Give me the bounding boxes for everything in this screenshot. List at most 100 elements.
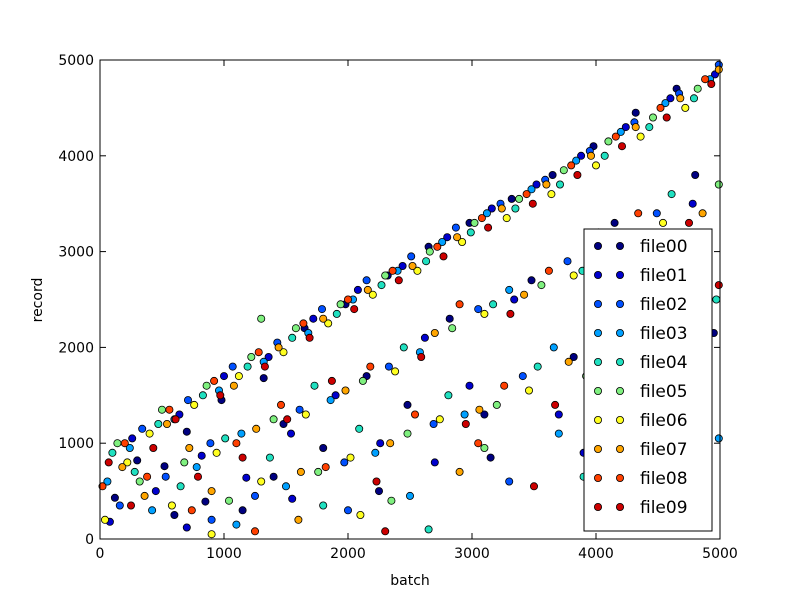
point-file05-8	[291, 324, 300, 333]
point-file01-10	[331, 391, 340, 400]
point-file00-22	[569, 352, 578, 361]
point-file09-10	[327, 376, 336, 385]
point-file01-12	[376, 439, 385, 448]
point-file04-2	[154, 419, 163, 428]
point-file04-29	[424, 525, 433, 534]
point-file09-3	[171, 415, 180, 424]
legend-marker-file08-1	[616, 473, 625, 482]
point-file01-9	[309, 314, 318, 323]
point-file02-9	[317, 305, 326, 314]
point-file04-28	[319, 501, 328, 510]
point-file08-12	[366, 362, 375, 371]
y-tick-label-2: 2000	[58, 340, 94, 356]
point-file05-27	[714, 180, 723, 189]
legend-marker-file06-1	[616, 415, 625, 424]
point-file01-4	[197, 451, 206, 460]
point-file04-7	[265, 453, 274, 462]
point-file08-8	[276, 400, 285, 409]
point-file09-18	[506, 309, 515, 318]
x-tick-label-0: 0	[96, 546, 105, 562]
point-file08-1	[120, 439, 129, 448]
point-file07-18	[520, 290, 529, 299]
point-file06-28	[207, 530, 216, 539]
point-file06-2	[145, 429, 154, 438]
point-file00-4	[201, 497, 210, 506]
point-file07-7	[274, 343, 283, 352]
legend-marker-file01-0	[594, 270, 603, 279]
point-file06-9	[301, 410, 310, 419]
point-file08-13	[388, 266, 397, 275]
point-file09-23	[618, 142, 627, 151]
point-file08-18	[500, 381, 509, 390]
point-file09-20	[551, 400, 560, 409]
point-file06-8	[279, 348, 288, 357]
point-file01-6	[242, 473, 251, 482]
point-file08-3	[165, 405, 174, 414]
point-file01-18	[510, 295, 519, 304]
point-file00-1	[133, 456, 142, 465]
point-file05-19	[537, 281, 546, 290]
point-file03-23	[616, 127, 625, 136]
point-file01-14	[420, 333, 429, 342]
point-file03-0	[103, 477, 112, 486]
point-file08-29	[474, 439, 483, 448]
point-file04-22	[600, 151, 609, 160]
point-file02-30	[505, 477, 514, 486]
point-file04-27	[712, 295, 721, 304]
point-file08-5	[210, 376, 219, 385]
point-file06-4	[190, 400, 199, 409]
point-file05-20	[559, 166, 568, 175]
point-file01-15	[443, 233, 452, 242]
point-file09-1	[127, 501, 136, 510]
point-file04-17	[489, 300, 498, 309]
point-file01-17	[487, 204, 496, 213]
point-file00-16	[445, 314, 454, 323]
point-file08-28	[250, 527, 259, 536]
point-file04-26	[690, 94, 699, 103]
point-file09-29	[530, 482, 539, 491]
point-file06-10	[324, 319, 333, 328]
point-file01-2	[151, 487, 160, 496]
point-file09-15	[439, 252, 448, 261]
legend-marker-file01-1	[616, 270, 625, 279]
legend-label-file05: file05	[640, 382, 688, 402]
point-file02-24	[652, 209, 661, 218]
legend-label-file06: file06	[640, 411, 688, 431]
point-file07-10	[341, 386, 350, 395]
x-tick-label-2: 2000	[330, 546, 366, 562]
point-file08-25	[656, 103, 665, 112]
y-tick-label-5: 5000	[58, 53, 94, 69]
point-file01-20	[554, 410, 563, 419]
point-file02-15	[451, 223, 460, 232]
point-file05-30	[480, 443, 489, 452]
x-tick-label-1: 1000	[206, 546, 242, 562]
point-file05-0	[113, 439, 122, 448]
legend-label-file03: file03	[640, 324, 688, 344]
point-file04-16	[466, 228, 475, 237]
legend-marker-file02-0	[594, 299, 603, 308]
point-file05-6	[247, 352, 256, 361]
point-file01-13	[398, 261, 407, 270]
point-file07-15	[453, 233, 462, 242]
point-file07-26	[698, 209, 707, 218]
point-file09-19	[528, 199, 537, 208]
point-file07-23	[631, 123, 640, 132]
point-file05-7	[269, 415, 278, 424]
point-file02-1	[138, 424, 147, 433]
point-file08-2	[143, 472, 152, 481]
legend-marker-file04-0	[594, 357, 603, 366]
point-file02-18	[518, 372, 527, 381]
point-file09-7	[260, 362, 269, 371]
point-file06-0	[101, 515, 110, 524]
point-file05-24	[649, 113, 658, 122]
point-file05-2	[157, 405, 166, 414]
point-file07-8	[296, 467, 305, 476]
point-file06-26	[681, 103, 690, 112]
point-file06-11	[346, 453, 355, 462]
point-file07-11	[363, 285, 372, 294]
point-file01-1	[128, 434, 137, 443]
point-file06-16	[458, 237, 467, 246]
point-file04-8	[288, 333, 297, 342]
point-file04-1	[130, 467, 139, 476]
point-file04-10	[332, 309, 341, 318]
